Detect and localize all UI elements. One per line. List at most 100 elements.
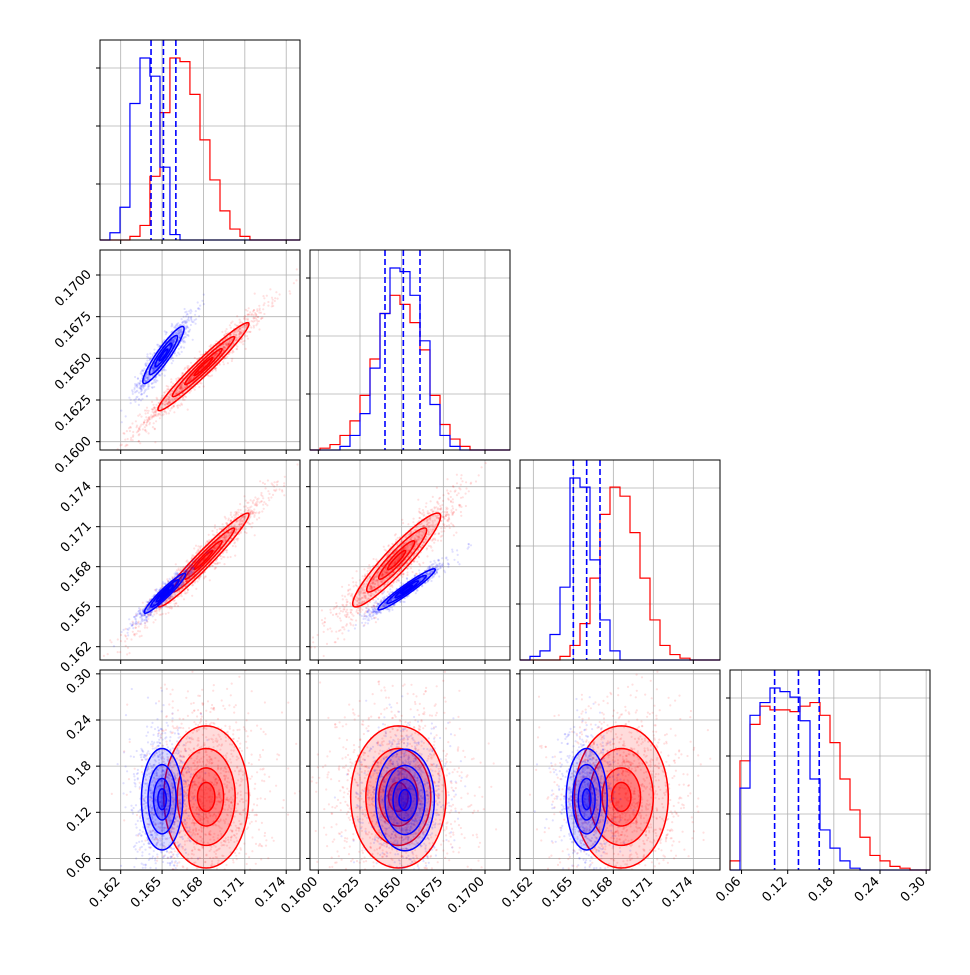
scatter-point: [143, 368, 145, 370]
scatter-point: [163, 411, 165, 413]
scatter-point: [142, 387, 144, 389]
scatter-point: [289, 290, 291, 292]
scatter-point: [182, 571, 184, 573]
scatter-point: [187, 409, 189, 411]
y-tick-label: 0.1700: [52, 267, 95, 310]
scatter-point: [171, 595, 173, 597]
scatter-point: [132, 627, 134, 629]
scatter-point: [136, 396, 138, 398]
scatter-point: [346, 609, 348, 611]
scatter-point: [128, 652, 130, 654]
scatter-point: [203, 303, 205, 305]
scatter-point: [148, 432, 150, 434]
scatter-point: [252, 502, 254, 504]
scatter-point: [235, 538, 237, 540]
scatter-point: [176, 354, 178, 356]
scatter-point: [239, 322, 241, 324]
scatter-point: [252, 512, 254, 514]
scatter-point: [220, 558, 222, 560]
scatter-point: [138, 392, 140, 394]
scatter-point: [272, 299, 274, 301]
scatter-point: [127, 438, 129, 440]
scatter-point: [179, 324, 181, 326]
scatter-point: [131, 422, 133, 424]
scatter-point: [349, 602, 351, 604]
scatter-point: [171, 607, 173, 609]
scatter-point: [232, 350, 234, 352]
scatter-point: [171, 324, 173, 326]
scatter-point: [120, 444, 122, 446]
scatter-point: [188, 365, 190, 367]
scatter-point: [128, 618, 130, 620]
scatter-point: [156, 612, 158, 614]
scatter-point: [142, 428, 144, 430]
scatter-point: [172, 405, 174, 407]
scatter-point: [151, 382, 153, 384]
scatter-point: [330, 612, 332, 614]
scatter-point: [152, 615, 154, 617]
scatter-point: [136, 383, 138, 385]
scatter-point: [136, 425, 138, 427]
scatter-point: [188, 316, 190, 318]
scatter-point: [367, 567, 369, 569]
scatter-point: [146, 395, 148, 397]
scatter-point: [255, 511, 257, 513]
scatter-point: [262, 308, 264, 310]
scatter-point: [283, 494, 285, 496]
scatter-point: [223, 563, 225, 565]
scatter-point: [136, 431, 138, 433]
scatter-point: [169, 410, 171, 412]
scatter-point: [136, 633, 138, 635]
scatter-point: [195, 318, 197, 320]
scatter-point: [119, 651, 121, 653]
hist-blue-series: [100, 58, 300, 240]
scatter-point: [156, 588, 158, 590]
scatter-point: [192, 571, 194, 573]
scatter-point: [247, 314, 249, 316]
scatter-point: [138, 440, 140, 442]
scatter-point: [191, 556, 193, 558]
scatter-point: [185, 336, 187, 338]
scatter-point: [125, 415, 127, 417]
scatter-point: [144, 627, 146, 629]
scatter-point: [113, 645, 115, 647]
scatter-point: [142, 602, 144, 604]
scatter-point: [456, 482, 458, 484]
scatter-point: [245, 532, 247, 534]
scatter-point: [198, 559, 200, 561]
scatter-point: [130, 402, 132, 404]
scatter-point: [267, 490, 269, 492]
scatter-point: [140, 424, 142, 426]
scatter-point: [190, 316, 192, 318]
scatter-point: [190, 362, 192, 364]
hist-panel-2: [516, 460, 720, 664]
scatter-point: [145, 388, 147, 390]
scatter-point: [189, 329, 191, 331]
scatter-point: [260, 492, 262, 494]
scatter-point: [203, 577, 205, 579]
scatter-point: [272, 305, 274, 307]
scatter-point: [181, 351, 183, 353]
scatter-point: [289, 293, 291, 295]
scatter-point: [246, 310, 248, 312]
scatter-point: [256, 518, 258, 520]
scatter-point: [199, 305, 201, 307]
scatter-point: [180, 571, 182, 573]
scatter-point: [268, 493, 270, 495]
scatter-point: [262, 497, 264, 499]
scatter-point: [127, 632, 129, 634]
scatter-point: [126, 430, 128, 432]
scatter-point: [140, 622, 142, 624]
scatter-point: [189, 578, 191, 580]
y-tick-label: 0.1600: [52, 434, 95, 477]
scatter-point: [183, 598, 185, 600]
scatter-point: [175, 378, 177, 380]
scatter-point: [232, 545, 234, 547]
scatter-point: [135, 613, 137, 615]
scatter-point: [216, 529, 218, 531]
scatter-point: [190, 318, 192, 320]
scatter-point: [337, 615, 339, 617]
scatter-point: [191, 595, 193, 597]
scatter-point: [105, 455, 107, 457]
